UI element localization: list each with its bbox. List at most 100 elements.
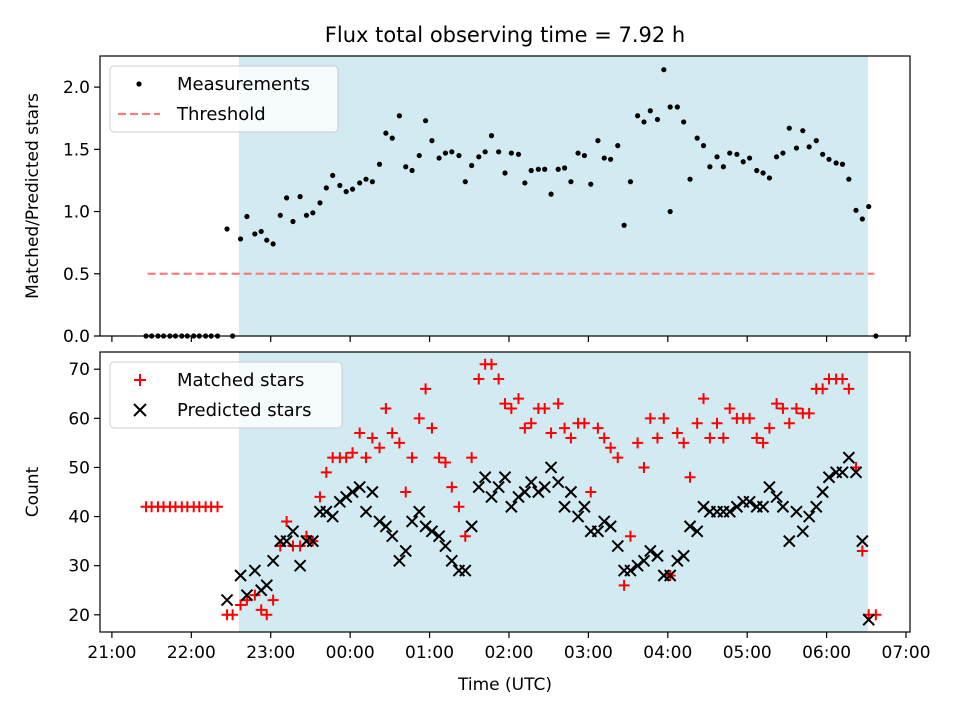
measurement-point — [654, 116, 661, 123]
measurement-point — [806, 144, 812, 150]
measurement-point — [615, 143, 621, 149]
x-tick-label: 03:00 — [564, 643, 613, 663]
matched-star-point — [618, 579, 630, 591]
matched-star-point — [817, 383, 829, 395]
measurement-point — [297, 194, 303, 200]
matched-star-point — [632, 437, 644, 449]
matched-star-point — [347, 447, 359, 459]
x-tick-label: 23:00 — [246, 643, 295, 663]
measurement-point — [542, 166, 548, 172]
measurement-point — [780, 150, 786, 156]
predicted-star-point — [532, 485, 545, 499]
y-tick-label: 2.0 — [63, 78, 90, 98]
measurement-point — [363, 176, 369, 182]
measurement-point — [357, 180, 363, 186]
predicted-star-point — [524, 475, 538, 489]
predicted-star-point — [399, 544, 412, 558]
measurement-point — [330, 172, 336, 179]
measurement-point — [508, 150, 514, 156]
matched-star-point — [433, 452, 445, 464]
matched-star-point — [406, 452, 418, 464]
measurement-point — [561, 165, 568, 171]
top-axes: 0.00.51.01.52.0 Matched/Predicted stars … — [23, 55, 911, 347]
observing-window-shade — [238, 352, 868, 632]
y-tick-label: 40 — [68, 508, 90, 528]
measurement-point — [714, 154, 720, 160]
predicted-star-point — [604, 520, 617, 533]
measurement-point — [237, 236, 244, 242]
legend-threshold-label: Threshold — [176, 104, 266, 125]
measurement-point — [403, 164, 409, 170]
predicted-star-point — [505, 500, 518, 513]
measurement-point — [502, 170, 508, 176]
bottom-axes: 20 30 40 50 60 70 21:00 22:00 23:00 00:00 01:00 02… — [23, 351, 931, 695]
predicted-star-point — [551, 475, 565, 489]
measurement-point — [661, 67, 667, 73]
predicted-star-point — [359, 505, 373, 518]
bottom-x-ticks: 21:00 22:00 23:00 00:00 01:00 02:00 03:00 04:00… — [87, 632, 931, 663]
matched-star-point — [261, 609, 273, 621]
legend-matched-marker — [134, 374, 146, 386]
predicted-star-point — [723, 505, 736, 518]
matched-star-point — [386, 427, 398, 439]
measurement-point — [635, 113, 641, 119]
predicted-star-point — [465, 520, 478, 533]
measurement-point — [436, 155, 442, 161]
matched-star-point — [763, 422, 775, 434]
bottom-axes-frame — [99, 351, 911, 633]
top-legend: Measurements Threshold — [109, 65, 339, 133]
legend-matched-label: Matched stars — [177, 370, 304, 391]
measurement-point — [581, 152, 588, 159]
predicted-star-point — [419, 520, 432, 533]
chart-title: Flux total observing time = 7.92 h — [325, 23, 685, 47]
measurement-point — [568, 179, 574, 185]
predicted-star-point — [730, 500, 744, 513]
predicted-star-point — [663, 569, 677, 582]
measurement-point — [469, 162, 475, 169]
predicted-star-point — [472, 480, 486, 494]
x-tick-label: 22:00 — [167, 643, 216, 663]
matched-star-point — [374, 442, 386, 454]
top-y-ticks: 0.0 0.5 1.0 1.5 2.0 — [63, 78, 100, 347]
predicted-star-point — [849, 466, 863, 479]
y-tick-label: 0.5 — [63, 265, 90, 285]
bottom-legend: Matched stars Predicted stars — [109, 361, 343, 429]
matched-star-point — [227, 609, 239, 621]
matched-star-point — [320, 466, 332, 478]
predicted-star-point — [220, 593, 234, 607]
predicted-star-point — [802, 510, 816, 523]
matched-star-point — [340, 452, 352, 464]
matched-star-point — [493, 373, 505, 385]
measurement-point — [555, 166, 561, 172]
measurement-point — [707, 164, 713, 170]
matched-star-point — [624, 530, 636, 542]
matched-star-point — [704, 432, 716, 444]
y-tick-label: 0.0 — [63, 327, 90, 347]
top-y-axis-label: Matched/Predicted stars — [23, 93, 43, 299]
x-tick-label: 04:00 — [643, 643, 692, 663]
matched-star-point — [513, 393, 524, 405]
measurement-point — [601, 155, 607, 161]
predicted-star-point — [339, 490, 353, 504]
predicted-star-point — [439, 539, 452, 553]
predicted-star-point — [386, 530, 399, 543]
predicted-star-point — [538, 480, 551, 494]
measurement-point — [760, 170, 766, 176]
matched-star-point — [366, 432, 378, 444]
measurement-point — [720, 164, 726, 170]
predicted-star-point — [405, 515, 419, 528]
matched-star-point — [711, 417, 723, 429]
y-tick-label: 20 — [68, 606, 90, 626]
matched-star-point — [757, 437, 769, 449]
measurement-point — [422, 118, 429, 124]
matched-star-point — [856, 545, 868, 557]
predicted-stars-points — [220, 451, 875, 626]
matched-star-point — [255, 604, 267, 616]
matched-star-point — [505, 402, 517, 414]
matched-star-point — [843, 383, 855, 395]
bottom-legend-box — [109, 361, 343, 429]
measurement-point — [383, 130, 389, 136]
top-legend-box — [109, 65, 339, 133]
matched-star-point — [249, 589, 261, 601]
